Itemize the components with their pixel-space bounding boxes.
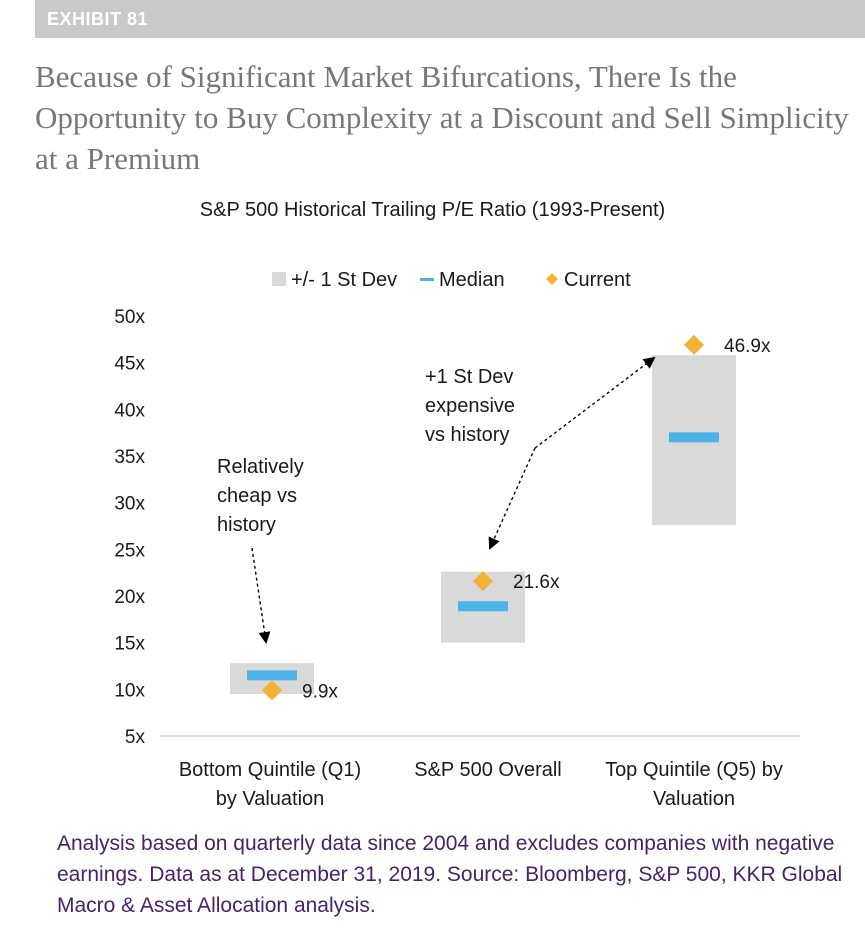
exhibit-header-bar: EXHIBIT 81 [35, 0, 865, 38]
chart-title: S&P 500 Historical Trailing P/E Ratio (1… [199, 199, 666, 221]
y-tick-label: 15x [114, 634, 145, 655]
current-value-label: 9.9x [302, 681, 338, 702]
annotation-cheap-line: history [217, 514, 276, 536]
median-mark-sp500 [458, 601, 508, 612]
current-value-label: 46.9x [724, 336, 771, 357]
y-axis: 5x 10x 15x 20x 25x 30x 35x 40x 45x 50x [114, 307, 145, 748]
category-label: S&P 500 Overall [414, 759, 562, 781]
exhibit-label: EXHIBIT 81 [47, 9, 149, 29]
footnote: Analysis based on quarterly data since 2… [57, 832, 843, 917]
y-tick-label: 50x [114, 307, 145, 328]
annotation-expensive-arrow-down [488, 447, 536, 550]
current-diamond-q5 [684, 334, 704, 355]
median-mark-q5 [669, 432, 719, 443]
legend-current-diamond [546, 273, 558, 285]
y-tick-label: 5x [125, 727, 146, 748]
current-diamond-q1 [262, 680, 282, 701]
category-label: Bottom Quintile (Q1) [179, 759, 361, 781]
legend-range-label: +/- 1 St Dev [291, 269, 397, 291]
annotation-cheap-line: cheap vs [217, 485, 297, 507]
legend-median-label: Median [439, 269, 505, 291]
legend-current-label: Current [564, 269, 631, 291]
pe-ratio-chart: +/- 1 St Dev Median Current 5x 10x 15x 2… [114, 269, 800, 810]
legend-median-swatch [420, 278, 434, 281]
y-tick-label: 10x [114, 680, 145, 701]
annotation-expensive-line: expensive [425, 395, 515, 417]
annotation-expensive-line: +1 St Dev [425, 366, 513, 388]
annotation-cheap-arrow [251, 547, 271, 644]
y-tick-label: 35x [114, 447, 145, 468]
y-tick-label: 40x [114, 400, 145, 421]
y-tick-label: 25x [114, 540, 145, 561]
legend: +/- 1 St Dev Median Current [272, 269, 631, 291]
y-tick-label: 30x [114, 494, 145, 515]
annotation-expensive-arrow-up [534, 356, 656, 449]
annotation-cheap-line: Relatively [217, 456, 304, 478]
annotation-expensive-line: vs history [425, 424, 509, 446]
current-diamond-sp500 [473, 571, 493, 592]
category-label: by Valuation [216, 788, 325, 810]
category-label: Valuation [653, 788, 735, 810]
headline: Because of Significant Market Bifurcatio… [35, 59, 849, 176]
legend-range-swatch [272, 272, 286, 286]
y-tick-label: 45x [114, 354, 145, 375]
category-label: Top Quintile (Q5) by [605, 759, 783, 781]
y-tick-label: 20x [114, 587, 145, 608]
median-mark-q1 [247, 670, 297, 681]
current-value-label: 21.6x [513, 572, 560, 593]
